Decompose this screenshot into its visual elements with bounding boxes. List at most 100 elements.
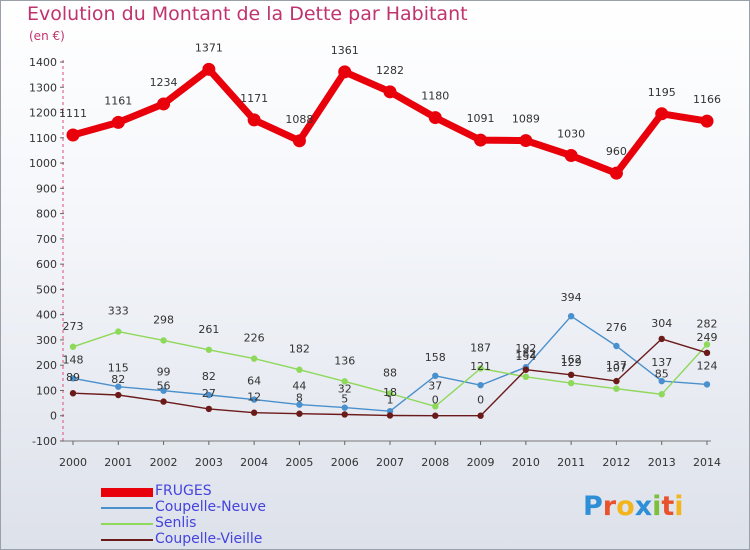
data-label: 1171 (240, 92, 268, 105)
data-label: 1195 (648, 86, 676, 99)
logo-letter: P (583, 491, 603, 522)
data-point (69, 343, 77, 350)
y-tick-label: 900 (36, 182, 57, 195)
data-label: 88 (383, 366, 397, 379)
x-tick-label: 2001 (104, 456, 132, 469)
x-tick-label: 2003 (195, 456, 223, 469)
data-point (613, 385, 620, 392)
data-label: 124 (697, 359, 718, 372)
data-label: 1180 (421, 90, 449, 103)
data-point (296, 410, 303, 417)
data-label: 261 (198, 323, 219, 336)
y-tick-label: 1300 (29, 81, 57, 94)
legend-label: Coupelle-Vieille (155, 531, 263, 547)
data-point (69, 375, 77, 382)
data-point (383, 85, 397, 99)
data-point (160, 337, 167, 344)
data-point (69, 390, 77, 397)
data-point (386, 390, 394, 397)
y-tick-label: 0 (50, 410, 57, 423)
data-label: 89 (66, 371, 80, 384)
x-tick-label: 2000 (59, 456, 87, 469)
x-tick-label: 2012 (602, 456, 630, 469)
data-point (658, 377, 665, 385)
data-label: 1361 (331, 44, 359, 57)
data-point (66, 128, 80, 142)
data-label: 115 (108, 362, 129, 375)
data-point (250, 396, 258, 403)
data-label: 158 (425, 351, 446, 364)
x-tick-label: 2004 (240, 456, 268, 469)
data-point (205, 346, 213, 353)
data-point (655, 107, 669, 121)
x-tick-label: 2002 (150, 456, 178, 469)
data-point (522, 366, 530, 373)
data-point (474, 133, 488, 147)
data-label: 121 (470, 360, 491, 373)
data-label: 32 (338, 383, 352, 396)
data-point (428, 111, 442, 125)
data-point (477, 365, 484, 372)
x-tick-label: 2014 (693, 456, 721, 469)
data-point (338, 65, 352, 79)
data-label: 64 (247, 375, 261, 388)
legend-label: Coupelle-Neuve (155, 499, 267, 515)
logo-letter: o (616, 491, 635, 522)
data-point (160, 387, 167, 394)
data-point (432, 372, 439, 380)
data-label: 137 (651, 356, 672, 369)
data-point (202, 62, 216, 76)
data-label: 0 (477, 394, 484, 407)
data-point (522, 373, 530, 381)
data-label: 137 (606, 359, 627, 372)
data-point (205, 405, 213, 413)
data-label: 129 (561, 356, 582, 369)
chart-title: Evolution du Montant de la Dette par Hab… (27, 3, 468, 25)
data-point (700, 114, 714, 128)
data-label: 1234 (150, 76, 178, 89)
data-point (386, 412, 394, 419)
x-tick-label: 2006 (331, 456, 359, 469)
data-label: 148 (63, 353, 84, 366)
data-point (703, 381, 711, 388)
data-label: 56 (157, 380, 171, 393)
y-tick-label: 700 (36, 233, 57, 246)
data-label: 298 (153, 313, 174, 326)
legend-label: Senlis (155, 515, 197, 531)
data-label: 82 (202, 370, 216, 383)
data-label: 1088 (285, 113, 313, 126)
data-point (477, 381, 484, 389)
logo-letter: t (661, 491, 675, 522)
data-point (296, 366, 303, 373)
data-point (250, 355, 258, 362)
data-label: 1161 (104, 94, 132, 107)
data-point (250, 409, 258, 416)
unit-label: (en €) (29, 29, 65, 43)
y-tick-label: 1200 (29, 107, 57, 120)
data-point (341, 404, 348, 411)
legend-swatch (101, 488, 153, 497)
data-point (567, 312, 575, 320)
data-point (205, 391, 213, 399)
x-tick-label: 2008 (421, 456, 449, 469)
y-tick-label: 1000 (29, 157, 57, 170)
data-label: 394 (561, 291, 582, 304)
data-point (609, 166, 623, 180)
data-label: 154 (515, 350, 536, 363)
x-tick-label: 2011 (557, 456, 585, 469)
data-label: 136 (334, 354, 355, 367)
logo-letter: x (634, 491, 653, 522)
x-tick-label: 2005 (285, 456, 313, 469)
data-point (432, 403, 439, 410)
data-label: 187 (470, 341, 491, 354)
data-label: 1089 (512, 113, 540, 126)
data-label: 1111 (59, 107, 87, 120)
data-label: 1371 (195, 41, 223, 54)
y-tick-label: 500 (36, 283, 57, 296)
y-tick-label: 300 (36, 334, 57, 347)
data-label: 249 (697, 331, 718, 344)
data-point (477, 412, 484, 419)
data-label: 333 (108, 305, 129, 318)
data-label: 27 (202, 387, 216, 400)
